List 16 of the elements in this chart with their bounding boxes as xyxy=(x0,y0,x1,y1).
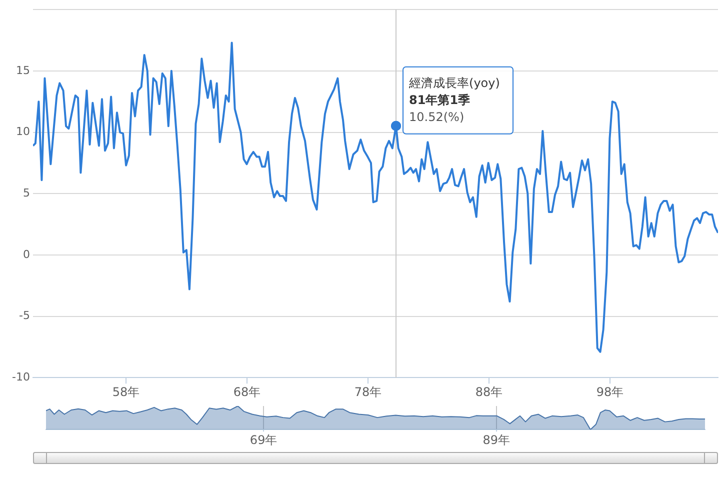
y-tick-label: 15 xyxy=(16,64,30,77)
x-tick-label: 89年 xyxy=(482,432,510,447)
annotation: 81年第1季 xyxy=(409,92,472,107)
x-tick-label: 98年 xyxy=(596,384,624,399)
x-tick-label: 58年 xyxy=(112,384,140,399)
y-tick-label: 0 xyxy=(23,248,30,261)
y-tick-label: -10 xyxy=(12,370,30,384)
x-tick-label: 69年 xyxy=(250,432,278,447)
annotation: 10.52(%) xyxy=(409,110,464,124)
y-tick-label: 10 xyxy=(16,125,30,138)
x-tick-label: 68年 xyxy=(233,384,261,399)
x-tick-label: 78年 xyxy=(354,384,382,399)
text: 經濟成長率(yoy) xyxy=(408,76,500,90)
y-tick-label: 5 xyxy=(23,186,30,200)
y-tick-label: -5 xyxy=(19,309,30,322)
x-tick-label: 88年 xyxy=(475,384,503,399)
